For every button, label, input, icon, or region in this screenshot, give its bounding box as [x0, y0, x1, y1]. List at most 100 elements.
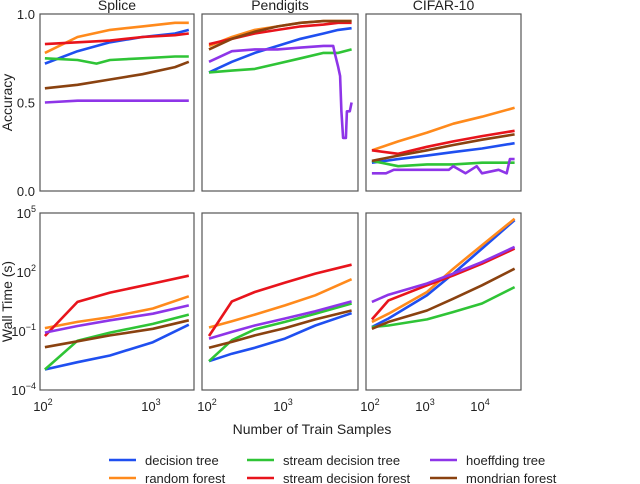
series-line-random-forest: [208, 278, 353, 329]
y-tick-label-base: 10: [11, 324, 25, 339]
x-tick-label-base: 10: [415, 399, 429, 414]
legend-label: stream decision tree: [283, 453, 400, 468]
panel-splice: Splice0.00.51.0Accuracy10−410−1102105Wal…: [0, 0, 195, 414]
series-line-hoeffding-tree: [371, 157, 515, 175]
accuracy-subplot: [365, 13, 522, 192]
x-tick-label-base: 10: [141, 399, 155, 414]
series-line-mondrian-forest: [208, 19, 352, 51]
x-tick-label: 104: [470, 397, 489, 414]
legend-label: mondrian forest: [466, 471, 557, 484]
y-tick-label: 102: [17, 263, 36, 280]
series-line-decision-tree: [44, 323, 190, 371]
y-tick-label: 10−4: [11, 381, 36, 398]
series-line-hoeffding-tree: [44, 99, 189, 104]
y-tick-label: 0.5: [17, 96, 35, 111]
series-line-decision-tree: [208, 311, 353, 363]
series-line-decision-tree: [371, 141, 515, 164]
series-line-hoeffding-tree: [44, 304, 190, 334]
panel-title: CIFAR-10: [413, 0, 475, 13]
legend: decision tree random forest stream decisio…: [109, 453, 557, 484]
x-tick-label-exponent: 2: [212, 397, 217, 407]
x-tick-label-base: 10: [470, 399, 484, 414]
panel-title: Pendigits: [251, 0, 309, 13]
plot-frame: [39, 212, 195, 391]
x-tick-label: 102: [197, 397, 216, 414]
series-line-random-forest: [371, 217, 516, 324]
wall-time-subplot: 102 103 104: [360, 212, 522, 414]
x-tick-label: 103: [273, 397, 292, 414]
series-line-mondrian-forest: [44, 60, 190, 90]
y-axis-label: Wall Time (s): [0, 261, 15, 342]
series-line-stream-decision-forest: [371, 129, 515, 156]
plot-frame: [201, 13, 359, 192]
x-tick-label-exponent: 2: [375, 397, 380, 407]
y-tick-label: 0.0: [17, 184, 35, 199]
y-tick-label-exponent: 5: [31, 204, 36, 214]
y-tick-label-base: 10: [17, 265, 31, 280]
series-line-hoeffding-tree: [371, 245, 516, 304]
plot-frame: [365, 212, 522, 391]
x-tick-label-exponent: 4: [485, 397, 490, 407]
series-line-stream-decision-forest: [370, 247, 516, 321]
y-tick-label-base: 10: [11, 383, 25, 398]
legend-label: decision tree: [145, 453, 219, 468]
panel-title: Splice: [98, 0, 136, 13]
series-line-decision-tree: [371, 219, 516, 329]
y-tick-label-exponent: 2: [31, 263, 36, 273]
y-tick-label-exponent: −4: [26, 381, 36, 391]
series-line-mondrian-forest: [208, 309, 352, 350]
series-line-mondrian-forest: [371, 267, 516, 331]
x-tick-label-exponent: 3: [430, 397, 435, 407]
y-tick-label-exponent: −1: [26, 322, 36, 332]
series-line-stream-decision-tree: [371, 285, 516, 329]
series-line-hoeffding-tree: [208, 300, 352, 340]
series-line-random-forest: [371, 106, 515, 152]
accuracy-subplot: 0.0 0.5 1.0 Accuracy: [0, 7, 195, 199]
series-line-stream-decision-tree: [371, 159, 515, 168]
legend-item-stream-decision-forest: stream decision forest: [247, 471, 411, 484]
y-tick-label: 105: [17, 204, 36, 221]
x-tick-label-exponent: 3: [156, 397, 161, 407]
x-tick-label-exponent: 3: [288, 397, 293, 407]
x-tick-label-base: 10: [197, 399, 211, 414]
x-tick-label: 102: [33, 397, 52, 414]
legend-label: random forest: [145, 471, 226, 484]
x-tick-label-base: 10: [33, 399, 47, 414]
y-tick-label: 10−1: [11, 322, 36, 339]
series-line-mondrian-forest: [44, 319, 190, 349]
x-tick-label: 102: [360, 397, 379, 414]
wall-time-subplot: 102 103: [197, 212, 359, 414]
x-tick-label: 103: [141, 397, 160, 414]
series-line-random-forest: [44, 21, 189, 55]
plot-frame: [201, 212, 359, 391]
y-axis-label: Accuracy: [0, 74, 15, 132]
x-axis-label: Number of Train Samples: [233, 421, 392, 437]
series-line-decision-tree: [208, 26, 352, 74]
x-tick-label-exponent: 2: [48, 397, 53, 407]
legend-item-hoeffding-tree: hoeffding tree: [430, 453, 545, 468]
plot-frame: [365, 13, 522, 192]
plot-frame: [39, 13, 195, 192]
series-line-mondrian-forest: [371, 133, 515, 163]
series-line-stream-decision-forest: [207, 263, 352, 337]
legend-item-decision-tree: decision tree: [109, 453, 219, 468]
x-tick-label-base: 10: [273, 399, 287, 414]
series-line-hoeffding-tree: [208, 44, 353, 140]
legend-item-mondrian-forest: mondrian forest: [430, 471, 557, 484]
legend-item-stream-decision-tree: stream decision tree: [247, 453, 400, 468]
series-line-stream-decision-tree: [44, 55, 189, 65]
legend-item-random-forest: random forest: [109, 471, 226, 484]
series-line-stream-decision-tree: [44, 313, 190, 371]
series-line-stream-decision-forest: [43, 274, 190, 337]
legend-label: hoeffding tree: [466, 453, 545, 468]
legend-label: stream decision forest: [283, 471, 411, 484]
y-tick-label: 1.0: [17, 7, 35, 22]
x-tick-label: 103: [415, 397, 434, 414]
accuracy-subplot: [201, 13, 359, 192]
y-tick-label-base: 10: [17, 206, 31, 221]
series-line-random-forest: [44, 295, 190, 330]
